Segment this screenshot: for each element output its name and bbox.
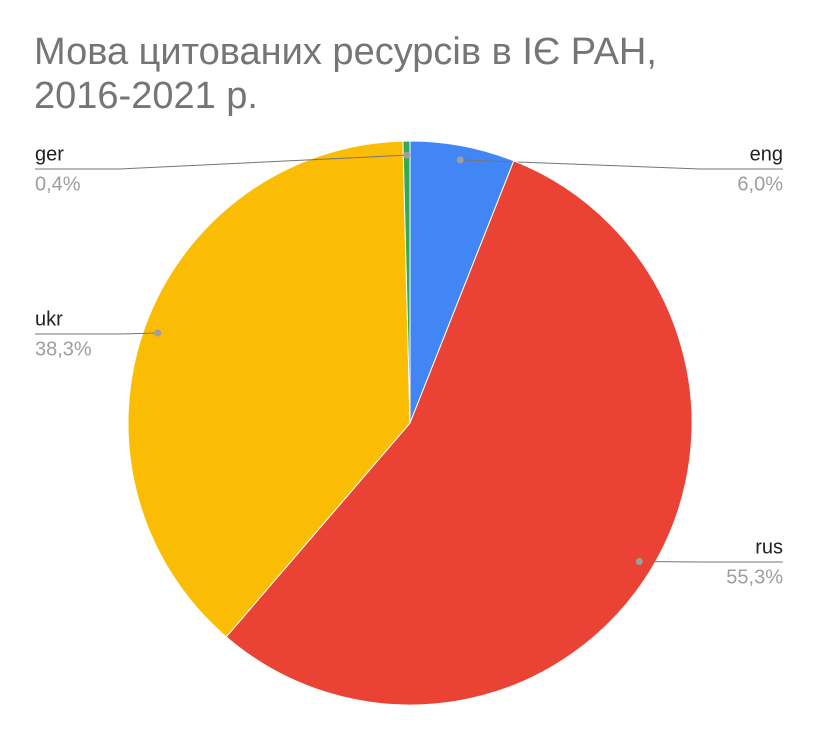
leader-dot (456, 156, 464, 164)
leader-line (35, 332, 158, 335)
leader-dot (154, 329, 162, 337)
pie-slice (225, 160, 693, 706)
value-label: 6,0% (737, 173, 783, 195)
leader-line (460, 159, 783, 170)
slice-label: eng (750, 143, 783, 165)
value-label: 38,3% (35, 338, 92, 360)
slice-label: ger (35, 143, 64, 165)
leader-dot (635, 558, 643, 566)
leader-line (35, 154, 407, 170)
value-label: 55,3% (726, 566, 783, 588)
pie-slice (127, 140, 411, 638)
value-label: 0,4% (35, 173, 81, 195)
slice-label: rus (755, 536, 783, 558)
leader-dot (403, 151, 411, 159)
chart-title: Мова цитованих ресурсів в ІЄ РАН, 2016-2… (34, 31, 657, 117)
slice-label: ukr (35, 308, 63, 330)
pie-slice (402, 140, 411, 424)
